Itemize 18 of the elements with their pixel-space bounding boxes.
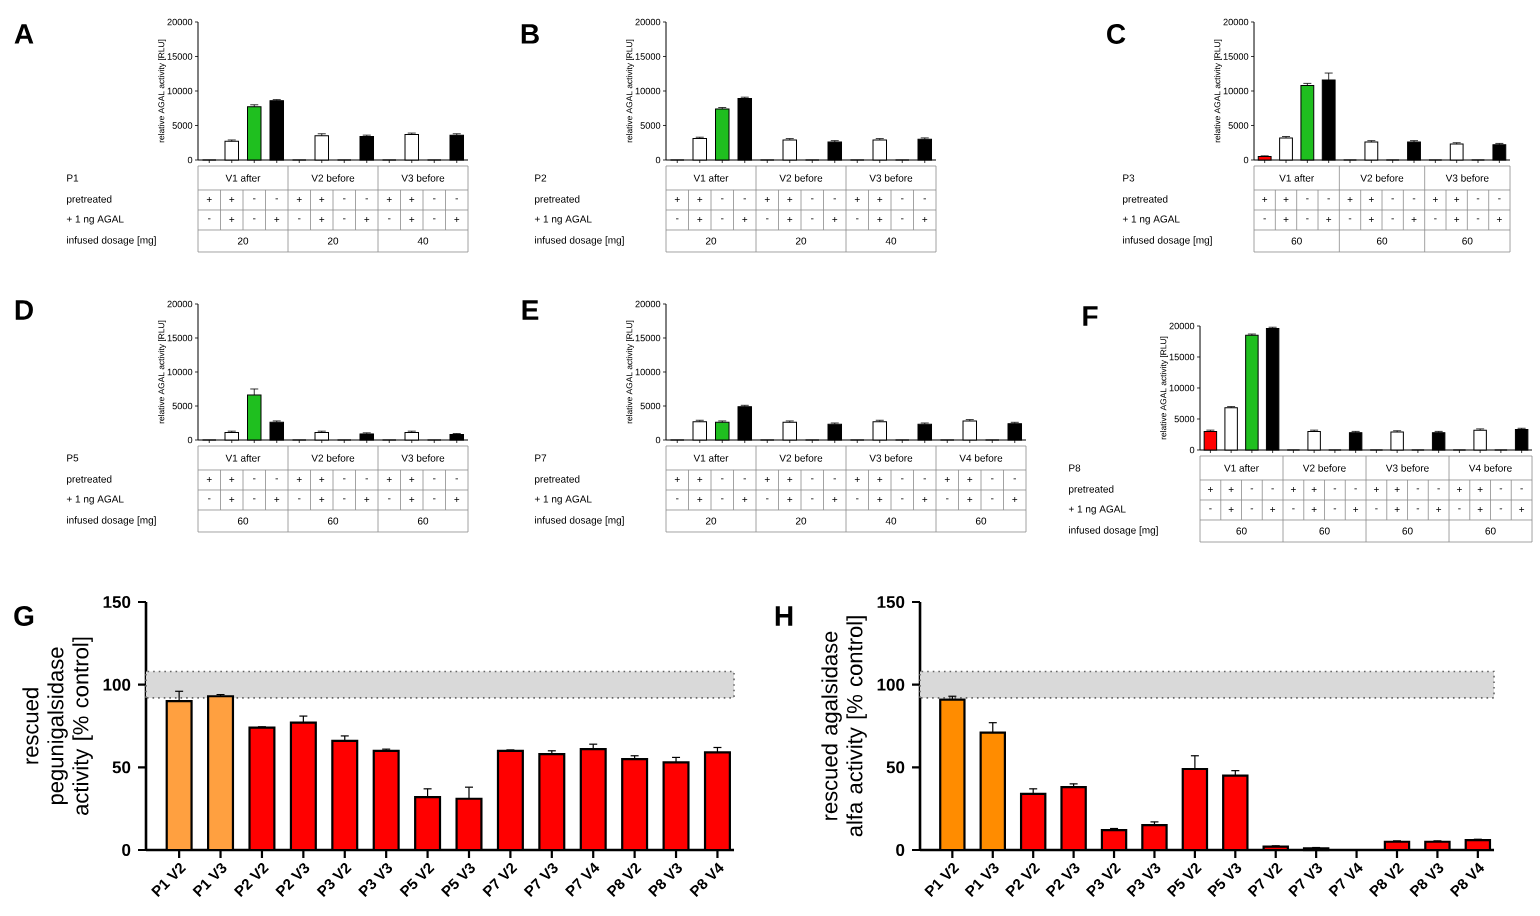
- y-tick-label: 150: [103, 595, 131, 609]
- chart-title: C: [1107, 24, 1126, 44]
- chart-title: H: [775, 606, 793, 626]
- y-tick-label: 150: [877, 595, 905, 609]
- y-axis-title: rescued pegunigalsidase activity [% control]: [22, 637, 93, 815]
- y-tick-label: 50: [112, 761, 131, 774]
- chart-title: E: [522, 300, 539, 320]
- y-tick-label: 100: [103, 678, 131, 691]
- y-axis-title: rescued agalsidase alfa activity [% control]: [821, 616, 867, 837]
- chart-title: D: [15, 300, 33, 320]
- y-tick-label: 50: [886, 761, 905, 774]
- y-tick-label: 100: [877, 678, 905, 691]
- y-tick-label: 0: [896, 843, 905, 857]
- chart-title: B: [521, 24, 539, 44]
- y-tick-label: 0: [122, 843, 131, 857]
- chart-title: F: [1083, 306, 1098, 326]
- chart-title: A: [14, 24, 34, 44]
- chart-title: G: [14, 606, 34, 626]
